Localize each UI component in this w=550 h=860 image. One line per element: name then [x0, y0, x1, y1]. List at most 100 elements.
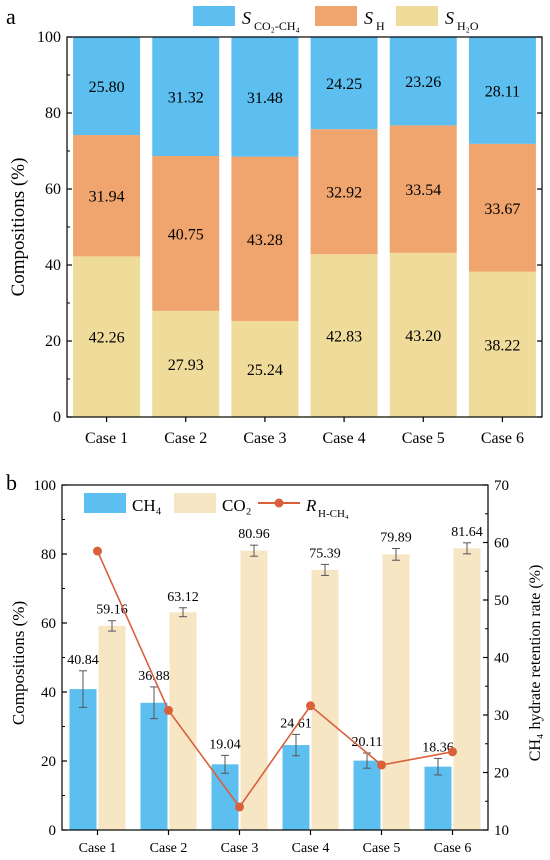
bar-b-ch4-5	[353, 760, 381, 830]
bar-b-co2-1	[98, 625, 126, 830]
panel-a-ytick-label: 80	[45, 105, 61, 122]
bar-b-co2-6	[453, 548, 481, 830]
data-label-a-s-co2-ch4-4: 24.25	[326, 76, 362, 93]
data-label-a-s-h2o-3: 25.24	[247, 362, 283, 379]
data-label-a-s-co2-ch4-6: 28.11	[485, 83, 520, 100]
panel-a-plot: 42.26 31.94 25.80 27.93 40.75 31.32 25.24 43.28…	[37, 29, 543, 447]
bar-a-s-h2o-2	[152, 310, 220, 417]
bar-a-s-h2o-4	[310, 254, 378, 417]
bar-a-s-h2o-1	[73, 256, 141, 417]
panel-a-legend: S CO₂-CH₄ S H S H₂O	[193, 6, 479, 33]
panel-a-label: a	[6, 4, 16, 29]
data-label-b-co2-3: 80.96	[238, 527, 270, 542]
data-label-b-ch4-3: 19.04	[209, 737, 241, 752]
bar-b-ch4-2	[140, 702, 168, 830]
marker-r-hch4-6	[448, 747, 457, 757]
panel-a-xtick-label: Case 2	[164, 430, 207, 447]
data-label-a-s-h-2: 40.75	[168, 226, 204, 243]
panel-b: b CH₄ CO₂ R H-CH₄ Compositions (%) CH₄ h…	[6, 470, 544, 856]
bar-b-ch4-6	[424, 766, 452, 830]
bar-b-co2-3	[240, 550, 268, 830]
panel-b-ylabel: Compositions (%)	[9, 601, 28, 725]
panel-b-ylabel-right: CH₄ hydrate retention rate (%)	[527, 565, 544, 762]
panel-a-xtick-label: Case 1	[85, 430, 128, 447]
data-label-a-s-h-1: 31.94	[89, 189, 125, 206]
legend-a-label-co2ch4: S	[242, 8, 251, 28]
data-label-b-ch4-6: 18.36	[422, 740, 454, 755]
panel-a-xtick-label: Case 6	[481, 430, 524, 447]
data-label-a-s-h2o-4: 42.83	[326, 329, 362, 346]
bar-a-s-h2o-5	[389, 252, 457, 417]
legend-a-sub-h: H	[376, 19, 385, 33]
legend-b-label-r: R	[305, 496, 317, 515]
legend-a-swatch-co2ch4	[193, 6, 235, 26]
bar-a-s-h-1	[73, 135, 141, 257]
bar-b-ch4-1	[69, 689, 97, 830]
data-label-b-co2-1: 59.16	[96, 603, 128, 618]
legend-b-sub-r: H-CH₄	[318, 508, 349, 520]
panel-b-ytick-right-label: 50	[494, 593, 509, 609]
legend-b-marker-r	[274, 498, 284, 508]
panel-b-ytick-label: 20	[41, 754, 56, 770]
panel-b-ytick-label: 100	[34, 478, 57, 494]
bar-b-co2-5	[382, 554, 410, 830]
panel-a-ylabel: Compositions (%)	[8, 158, 29, 297]
bar-b-ch4-4	[282, 745, 310, 830]
legend-a-sub-h2o: H₂O	[457, 19, 479, 33]
legend-a-sub-co2ch4: CO₂-CH₄	[254, 19, 300, 33]
data-label-a-s-h-6: 33.67	[484, 201, 520, 218]
panel-a-ytick-label: 20	[45, 333, 61, 350]
bar-a-s-co2-ch4-3	[231, 37, 299, 157]
data-label-a-s-h2o-6: 38.22	[484, 337, 520, 354]
panel-b-xtick-label: Case 6	[434, 841, 472, 856]
data-label-a-s-co2-ch4-5: 23.26	[405, 74, 441, 91]
legend-b-label-co2: CO₂	[222, 496, 252, 515]
data-label-a-s-h-4: 32.92	[326, 185, 362, 202]
panel-a-xtick-label: Case 5	[402, 430, 445, 447]
marker-r-hch4-5	[377, 760, 386, 770]
panel-b-ytick-label: 0	[49, 823, 57, 839]
panel-a-ytick-label: 0	[53, 409, 61, 426]
panel-b-xtick-label: Case 4	[292, 841, 330, 856]
panel-a-xtick-label: Case 4	[323, 430, 366, 447]
data-label-a-s-h-5: 33.54	[405, 182, 441, 199]
marker-r-hch4-2	[164, 705, 173, 715]
panel-b-ytick-right-label: 30	[494, 708, 509, 724]
data-label-b-ch4-1: 40.84	[67, 653, 99, 668]
legend-b-swatch-ch4	[84, 493, 126, 513]
data-label-b-co2-2: 63.12	[167, 590, 199, 605]
marker-r-hch4-4	[306, 701, 315, 711]
legend-b-swatch-co2	[174, 493, 216, 513]
data-label-a-s-h2o-1: 42.26	[89, 330, 125, 347]
legend-b-label-ch4: CH₄	[132, 496, 162, 515]
data-label-a-s-h2o-2: 27.93	[168, 357, 204, 374]
panel-a-ytick-label: 100	[37, 29, 61, 46]
bar-a-s-co2-ch4-2	[152, 37, 220, 157]
panel-b-ytick-right-label: 10	[494, 823, 509, 839]
data-label-a-s-co2-ch4-2: 31.32	[168, 90, 204, 107]
panel-b-xtick-label: Case 3	[221, 841, 259, 856]
legend-a-label-h: S	[364, 8, 373, 28]
marker-r-hch4-3	[235, 802, 244, 812]
data-label-b-co2-6: 81.64	[451, 525, 483, 540]
bar-a-s-h-4	[310, 129, 378, 255]
bar-a-s-h-2	[152, 156, 220, 311]
data-label-a-s-h2o-5: 43.20	[405, 328, 441, 345]
data-label-b-ch4-5: 20.11	[352, 735, 383, 750]
bar-a-s-h-5	[389, 125, 457, 253]
bar-a-s-co2-ch4-1	[73, 37, 141, 136]
data-label-b-ch4-4: 24.61	[280, 716, 312, 731]
legend-a-swatch-h	[315, 6, 357, 26]
panel-b-xtick-label: Case 2	[150, 841, 188, 856]
panel-a-xtick-label: Case 3	[243, 430, 286, 447]
panel-b-label: b	[6, 470, 17, 495]
bar-a-s-h-3	[231, 156, 299, 322]
bar-a-s-h2o-6	[468, 271, 536, 417]
panel-a: a S CO₂-CH₄ S H S H₂O Compositions (%) 4…	[6, 4, 543, 447]
panel-b-ytick-label: 60	[41, 616, 56, 632]
panel-b-plot: 40.8459.1636.8863.1219.0480.9624.6175.39…	[34, 478, 510, 856]
panel-b-ytick-right-label: 40	[494, 651, 509, 667]
data-label-b-co2-4: 75.39	[309, 546, 341, 561]
panel-b-legend: CH₄ CO₂ R H-CH₄	[84, 493, 349, 520]
